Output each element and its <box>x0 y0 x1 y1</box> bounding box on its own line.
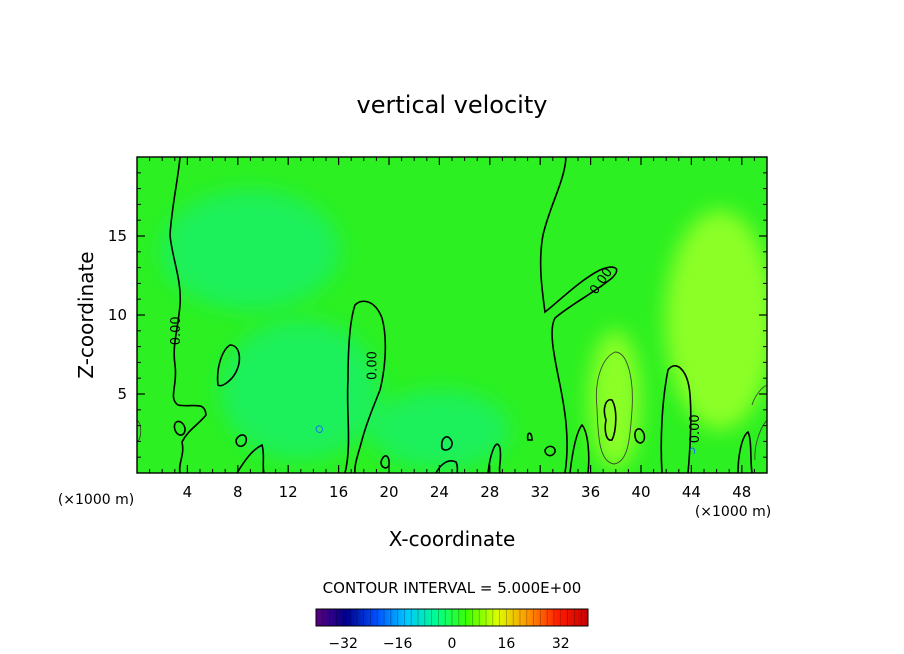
contour-line <box>435 460 459 473</box>
y-tick-label: 15 <box>108 227 127 245</box>
x-axis-ticks: 4 8 12 16 20 24 28 32 36 40 44 48 <box>149 157 755 501</box>
x-tick-label: 8 <box>233 483 243 501</box>
x-unit-label-right: (×1000 m) <box>695 504 771 520</box>
x-tick-label: 48 <box>732 483 751 501</box>
colorbar: −32 −16 0 16 32 <box>315 608 589 652</box>
x-tick-label: 40 <box>631 483 650 501</box>
contour-line <box>660 365 692 473</box>
x-tick-label: 44 <box>682 483 701 501</box>
contour-line <box>169 157 207 473</box>
x-tick-label: 32 <box>531 483 550 501</box>
downdraft-region <box>220 320 380 460</box>
contour-line <box>526 432 533 441</box>
y-tick-label: 5 <box>117 385 127 403</box>
contour-label: 0.00 <box>169 316 184 345</box>
x-tick-label: 4 <box>183 483 193 501</box>
contour-line <box>634 428 646 444</box>
contour-line <box>689 447 695 455</box>
contour-line <box>487 443 502 473</box>
contour-line <box>440 436 453 451</box>
contour-line <box>544 445 556 457</box>
contour-label: 0.00 <box>688 414 703 443</box>
contour-line <box>737 430 753 473</box>
colorbar-gradient <box>315 608 589 627</box>
colorbar-tick-label: −32 <box>328 636 358 652</box>
y-tick-label: 10 <box>108 306 127 324</box>
y-axis-label: Z-coordinate <box>74 251 98 378</box>
x-tick-label: 12 <box>279 483 298 501</box>
contour-line <box>539 157 618 473</box>
x-axis-label: X-coordinate <box>389 527 516 551</box>
updraft-region-east <box>665 210 767 430</box>
chart-title: vertical velocity <box>357 91 548 119</box>
colorbar-tick-label: 16 <box>497 636 515 652</box>
x-tick-label: 36 <box>581 483 600 501</box>
contour-interval-label: CONTOUR INTERVAL = 5.000E+00 <box>323 579 582 597</box>
x-unit-label: (×1000 m) <box>58 492 134 508</box>
x-tick-label: 20 <box>379 483 398 501</box>
colorbar-tick-label: 32 <box>552 636 570 652</box>
contour-line <box>137 419 142 443</box>
x-tick-label: 28 <box>480 483 499 501</box>
y-axis-ticks: 5 10 15 <box>108 172 767 458</box>
colorbar-tick-label: −16 <box>383 636 413 652</box>
colorbar-stripes <box>322 609 582 626</box>
contour-line <box>315 425 323 433</box>
contour-line <box>344 300 387 473</box>
x-tick-label: 24 <box>430 483 449 501</box>
contour-line <box>173 420 186 436</box>
contour-line <box>603 398 617 441</box>
x-tick-label: 16 <box>329 483 348 501</box>
velocity-field: 0.000.000.000.00 <box>137 157 767 473</box>
downdraft-region-center <box>370 390 510 470</box>
negative-contours <box>315 425 695 455</box>
contour-line <box>235 434 248 448</box>
zero-contours <box>169 157 753 473</box>
contour-line <box>754 419 767 461</box>
contour-line <box>216 344 241 387</box>
colorbar-tick-label: 0 <box>448 636 457 652</box>
contour-line <box>569 423 590 473</box>
colorbar-ticks: −32 −16 0 16 32 <box>328 636 569 652</box>
contour-label: 0.00 <box>365 351 380 380</box>
downdraft-region-upper <box>160 190 340 310</box>
contour-line <box>236 443 265 473</box>
contour-line <box>595 351 633 465</box>
